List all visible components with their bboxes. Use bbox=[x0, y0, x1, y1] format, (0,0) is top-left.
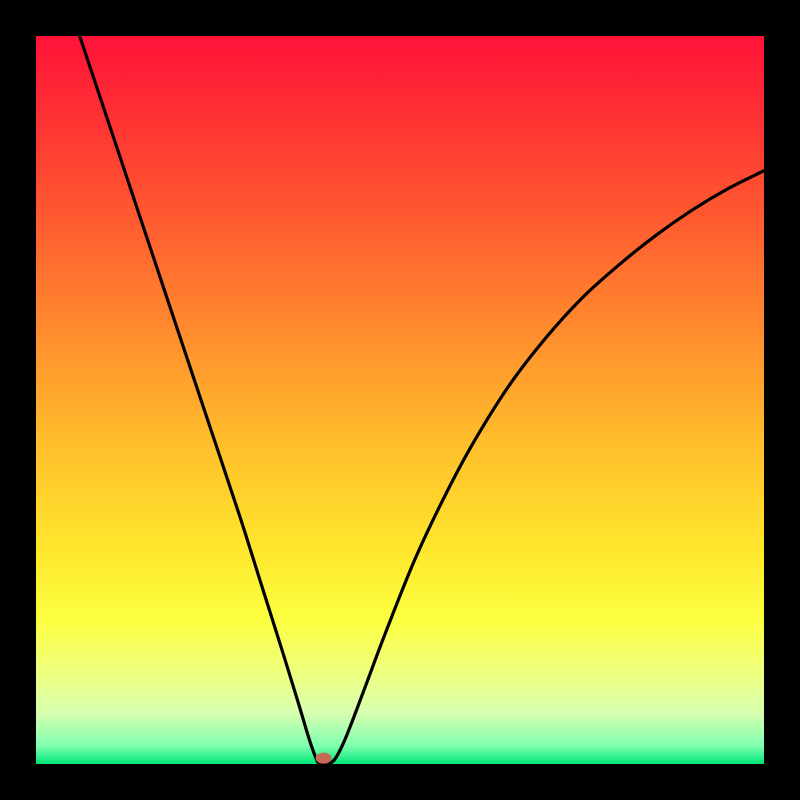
frame-bottom bbox=[0, 764, 800, 800]
bottleneck-chart bbox=[0, 0, 800, 800]
plot-background bbox=[36, 36, 764, 764]
frame-left bbox=[0, 0, 36, 800]
frame-top bbox=[0, 0, 800, 36]
frame-right bbox=[764, 0, 800, 800]
minimum-marker bbox=[316, 753, 332, 764]
